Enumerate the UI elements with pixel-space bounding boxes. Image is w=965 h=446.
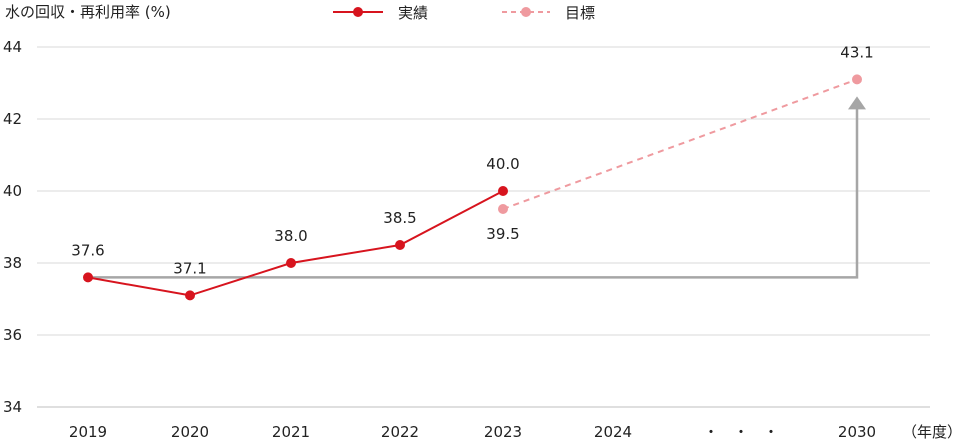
point-0-3 bbox=[395, 240, 405, 250]
point-0-0 bbox=[83, 272, 93, 283]
x-tick-1: 2020 bbox=[171, 423, 209, 441]
gridlines bbox=[37, 46, 930, 408]
legend-marker-actual bbox=[353, 7, 363, 17]
point-0-2 bbox=[286, 258, 296, 268]
y-tick-34: 34 bbox=[3, 398, 22, 416]
point-0-1 bbox=[185, 290, 195, 301]
y-tick-36: 36 bbox=[3, 326, 22, 344]
data-label-1-0: 39.5 bbox=[486, 225, 519, 243]
x-axis-unit: （年度） bbox=[902, 423, 962, 441]
improvement-arrow bbox=[88, 96, 866, 279]
x-tick-6: ・ ・ ・ bbox=[703, 423, 778, 441]
y-tick-38: 38 bbox=[3, 254, 22, 272]
arrow-head bbox=[848, 96, 866, 110]
x-tick-0: 2019 bbox=[69, 423, 107, 441]
data-label-0-2: 38.0 bbox=[274, 227, 307, 245]
x-tick-5: 2024 bbox=[594, 423, 632, 441]
legend-item-actual: 実績 bbox=[333, 4, 428, 22]
series-lines bbox=[83, 74, 862, 301]
y-tick-44: 44 bbox=[3, 38, 22, 56]
legend-label-target: 目標 bbox=[565, 4, 595, 22]
x-tick-3: 2022 bbox=[381, 423, 419, 441]
point-1-0 bbox=[498, 204, 508, 214]
data-label-1-1: 43.1 bbox=[840, 43, 873, 61]
data-label-0-0: 37.6 bbox=[71, 241, 104, 259]
legend-item-target: 目標 bbox=[502, 4, 595, 22]
data-label-0-4: 40.0 bbox=[486, 155, 519, 173]
arrow-shaft bbox=[88, 107, 859, 279]
series-line-1 bbox=[502, 78, 858, 210]
x-tick-7: 2030 bbox=[838, 423, 876, 441]
x-tick-4: 2023 bbox=[484, 423, 522, 441]
legend: 実績 目標 bbox=[333, 4, 595, 22]
x-axis-ticks: 2019 2020 2021 2022 2023 2024 ・ ・ ・ 2030 bbox=[69, 423, 876, 441]
data-label-0-1: 37.1 bbox=[173, 259, 206, 277]
point-0-4 bbox=[498, 186, 508, 196]
point-1-1 bbox=[852, 74, 862, 85]
legend-marker-target bbox=[521, 7, 531, 17]
y-axis-ticks: 34 36 38 40 42 44 bbox=[3, 38, 22, 416]
data-labels: 37.6 37.1 38.0 38.5 40.0 39.5 43.1 bbox=[71, 43, 873, 277]
data-label-0-3: 38.5 bbox=[383, 209, 416, 227]
legend-label-actual: 実績 bbox=[398, 4, 428, 22]
y-axis-title: 水の回収・再利用率 (%) bbox=[5, 3, 171, 21]
x-tick-2: 2021 bbox=[272, 423, 310, 441]
y-tick-42: 42 bbox=[3, 110, 22, 128]
y-tick-40: 40 bbox=[3, 182, 22, 200]
